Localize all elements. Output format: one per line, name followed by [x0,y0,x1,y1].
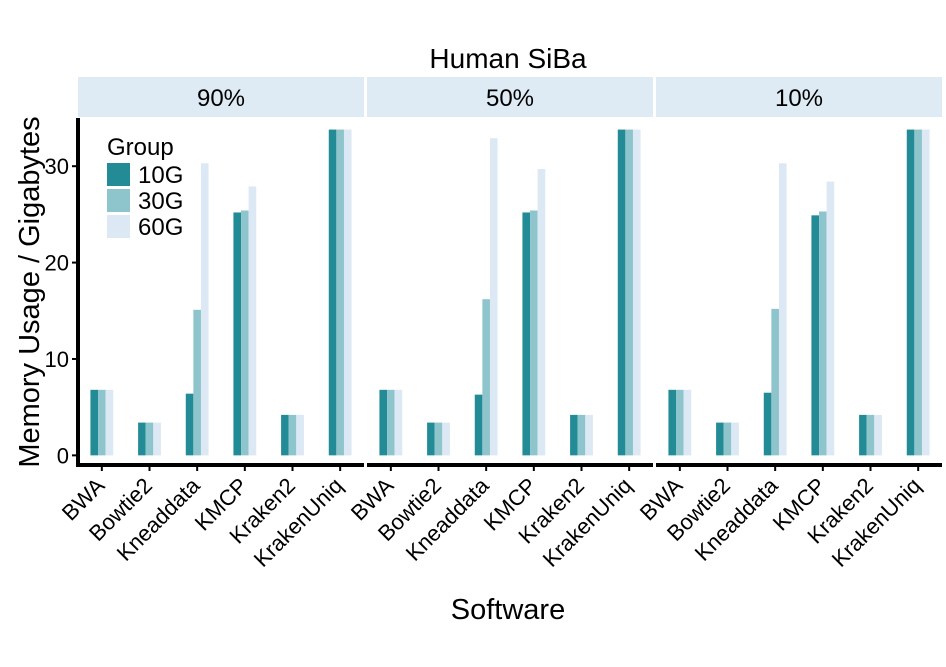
bar [248,186,257,456]
bar [193,309,201,456]
bar [241,210,249,456]
legend-key [107,215,130,238]
facet-strip-label: 10% [775,85,823,112]
facet-panels: 90%BWABowtie2KneaddataKMCPKraken2KrakenU… [45,77,942,572]
bar [668,389,677,456]
bar [811,215,820,456]
bar [570,414,578,456]
facet-strip-label: 90% [197,85,245,112]
y-tick-label: 20 [45,251,69,276]
bar [482,299,490,456]
bar [442,422,450,456]
bar [145,422,154,456]
bar [778,163,787,456]
bar [185,393,194,456]
bar [427,422,435,456]
bar [577,414,586,456]
bar [763,392,772,456]
bar [771,308,779,456]
bar [153,422,161,456]
legend-label: 30G [138,188,183,215]
bar [489,138,498,456]
bar [676,389,684,456]
bar [522,212,531,456]
bar [296,414,304,456]
bar [200,163,209,456]
legend-label: 10G [138,162,183,189]
bar [281,414,289,456]
y-tick-label: 0 [57,443,69,468]
bar [387,389,395,456]
bar [233,212,242,456]
bar [866,414,875,456]
bar [336,129,344,456]
bar [90,389,99,456]
bar [98,389,106,456]
bar [716,422,724,456]
bar [731,422,739,456]
bar [105,389,114,456]
bar [394,389,403,456]
bar [625,129,633,456]
bar [826,181,835,456]
bar [859,414,867,456]
facet-strip-label: 50% [486,85,534,112]
facet-strip [656,77,942,117]
chart-title: Human SiBa [429,43,587,74]
legend-label: 60G [138,214,183,241]
bar [914,129,922,456]
bar [138,422,146,456]
bar [379,389,388,456]
y-tick-label: 10 [45,347,69,372]
y-axis-title: Memory Usage / Gigabytes [14,116,46,467]
bar [617,129,626,456]
facet-strip [367,77,653,117]
bar [288,414,297,456]
legend-key [107,189,130,212]
bar [537,169,546,456]
y-tick-label: 30 [45,154,69,179]
bar [819,211,827,456]
bar [474,394,483,456]
bar [530,210,538,456]
bar [906,129,915,456]
x-axis-title: Software [451,594,565,626]
legend-title: Group [107,134,174,161]
bar [632,129,641,456]
bar [434,422,443,456]
bar [874,414,882,456]
bar [683,389,692,456]
bar [723,422,732,456]
facet-strip [78,77,364,117]
legend-key [107,163,130,186]
bar [343,129,352,456]
bar [921,129,930,456]
bar [328,129,337,456]
bar [585,414,593,456]
